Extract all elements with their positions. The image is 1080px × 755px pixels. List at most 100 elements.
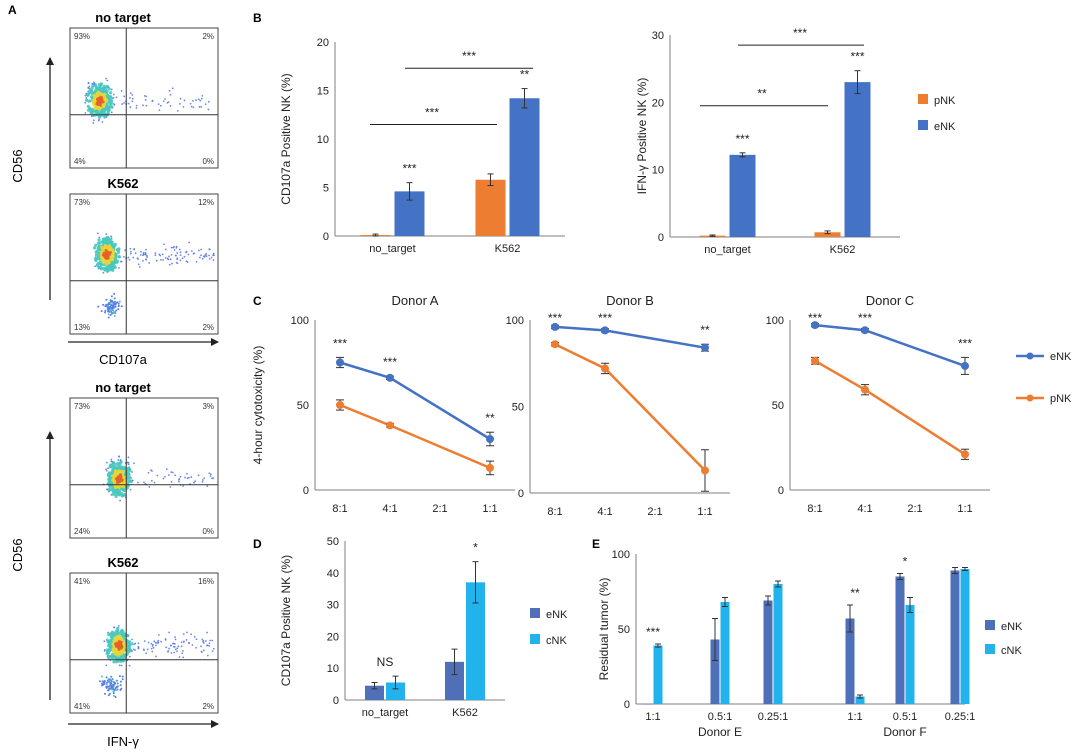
flow-event-dot	[117, 634, 122, 639]
flow-event-dot	[130, 252, 132, 255]
flow-event-dot	[111, 678, 114, 681]
quadrant-percent-ul: 41%	[74, 577, 90, 586]
flow-event-dot	[84, 101, 87, 104]
quadrant-percent-ul: 93%	[74, 32, 90, 41]
flow-event-dot	[120, 644, 124, 649]
flow-event-dot	[123, 256, 125, 258]
flow-event-dot	[119, 465, 123, 469]
flow-plot-title: K562	[107, 176, 138, 191]
flow-event-dot	[113, 626, 115, 629]
flow-event-dot	[129, 97, 131, 99]
data-point-eNK	[701, 343, 709, 352]
flow-event-dot	[87, 81, 90, 84]
flow-event-dot	[179, 259, 182, 262]
flow-event-dot	[194, 480, 197, 483]
flow-event-dot	[103, 692, 106, 695]
flow-event-dot	[94, 88, 98, 92]
flow-event-dot	[89, 89, 94, 93]
flow-event-dot	[118, 664, 121, 667]
bracket-significance: **	[757, 87, 767, 101]
flow-event-dot	[105, 102, 109, 106]
flow-event-dot	[202, 649, 205, 652]
flow-event-dot	[204, 254, 207, 257]
panel-letter-e: E	[592, 537, 600, 551]
bar-eNK-no_target	[729, 154, 756, 237]
flow-event-dot	[108, 490, 110, 493]
flow-event-dot	[110, 308, 113, 311]
flow-event-dot	[207, 108, 210, 111]
flow-event-dot	[117, 640, 121, 644]
flow-event-dot	[169, 258, 172, 261]
flow-event-dot	[107, 316, 110, 319]
flow-event-dot	[98, 241, 102, 245]
flow-event-dot	[105, 77, 107, 80]
flow-event-dot	[143, 481, 145, 484]
flow-event-dot	[180, 641, 183, 644]
flow-event-dot	[211, 477, 213, 480]
flow-event-dot	[92, 122, 95, 124]
flow-event-dot	[134, 642, 137, 645]
flow-event-dot	[92, 119, 95, 122]
flow-event-dot	[185, 250, 188, 253]
flow-event-dot	[112, 303, 115, 306]
flow-event-dot	[193, 252, 196, 255]
data-point-eNK	[551, 322, 559, 331]
flow-event-dot	[119, 459, 122, 462]
panel-letter-c: C	[253, 294, 262, 308]
flow-plot-title: no target	[95, 10, 151, 25]
flow-event-dot	[115, 631, 120, 635]
flow-event-dot	[134, 649, 136, 651]
flow-y-label: CD56	[10, 538, 25, 571]
flow-event-dot	[131, 638, 133, 641]
flow-event-dot	[92, 99, 96, 103]
flow-plot: 73% 3% 24% 0%	[69, 397, 219, 539]
flow-x-label: CD107a	[99, 352, 147, 367]
y-axis-label: CD107a Positive NK (%)	[279, 555, 293, 686]
flow-event-dot	[93, 81, 95, 84]
flow-event-dot	[137, 642, 140, 645]
flow-event-dot	[102, 271, 105, 274]
flow-event-dot	[154, 252, 157, 254]
flow-event-dot	[106, 79, 109, 82]
flow-event-dot	[107, 473, 111, 478]
flow-event-dot	[112, 692, 115, 695]
flow-event-dot	[171, 262, 173, 265]
y-tick-label: 0	[303, 485, 309, 497]
flow-event-dot	[107, 631, 109, 634]
flow-event-dot	[112, 473, 116, 477]
flow-event-dot	[102, 683, 105, 686]
flow-event-dot	[118, 675, 121, 678]
flow-event-dot	[123, 644, 127, 649]
flow-event-dot	[110, 295, 113, 298]
y-tick-label: 0	[624, 699, 630, 711]
flow-event-dot	[112, 97, 115, 99]
flow-event-dot	[102, 90, 106, 94]
flow-event-dot	[127, 463, 130, 466]
flow-event-dot	[155, 655, 157, 658]
flow-event-dot	[171, 87, 174, 90]
bracket-significance: ***	[793, 26, 807, 40]
flow-event-dot	[131, 471, 133, 473]
flow-event-dot	[110, 105, 114, 109]
flow-event-dot	[117, 475, 121, 479]
flow-event-dot	[201, 257, 204, 260]
flow-event-dot	[104, 248, 108, 253]
y-tick-label: 20	[327, 631, 339, 643]
x-tick-label: 8:1	[547, 506, 562, 518]
data-point-eNK	[601, 326, 609, 335]
flow-event-dot	[114, 648, 118, 652]
flow-event-dot	[111, 312, 114, 315]
flow-event-dot	[113, 300, 116, 303]
flow-event-dot	[190, 633, 192, 636]
flow-event-dot	[191, 644, 194, 646]
flow-event-dot	[146, 648, 149, 651]
flow-event-dot	[110, 688, 113, 691]
y-tick-label: 10	[652, 165, 664, 177]
flow-event-dot	[115, 686, 118, 689]
flow-event-dot	[106, 95, 110, 99]
flow-event-dot	[120, 656, 124, 661]
quadrant-percent-ur: 2%	[202, 32, 214, 41]
flow-event-dot	[177, 645, 180, 648]
flow-event-dot	[109, 305, 112, 308]
bar-eNK-donor-e-0.5:1	[710, 639, 720, 704]
